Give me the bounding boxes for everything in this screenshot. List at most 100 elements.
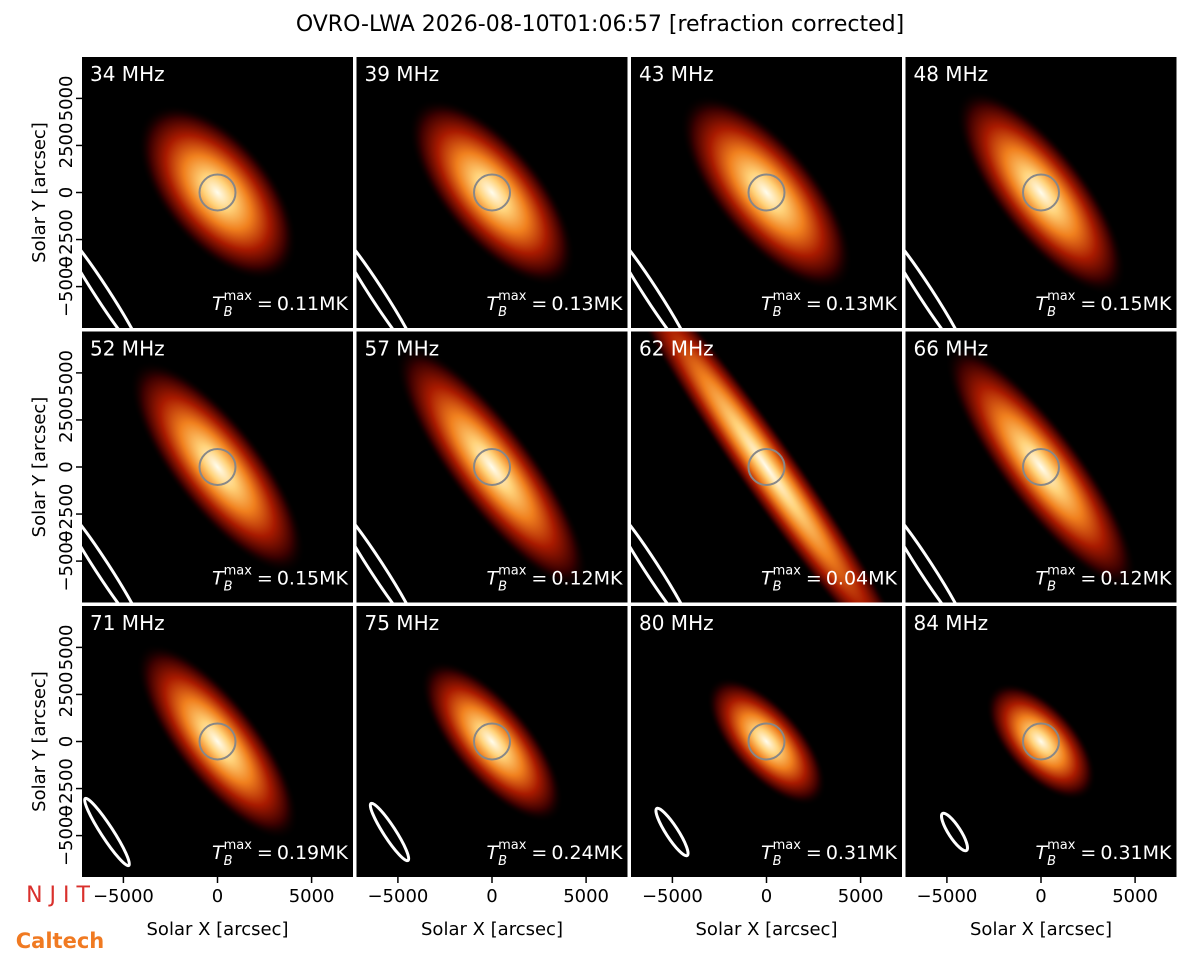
freq-label: 52 MHz xyxy=(90,337,165,361)
tb-value: 0.13MK xyxy=(551,293,623,315)
x-tick-label: −5000 xyxy=(93,886,154,907)
logo-njit: N J I T xyxy=(26,883,90,908)
tb-sub: B xyxy=(1047,305,1056,320)
tb-label: TBmax = 0.15MK xyxy=(1036,289,1172,320)
tb-symbol: T xyxy=(1036,842,1049,864)
beam xyxy=(905,502,969,603)
freq-label: 71 MHz xyxy=(90,611,165,635)
tb-symbol: T xyxy=(487,568,500,590)
panel xyxy=(356,57,628,328)
emission xyxy=(956,90,1126,295)
y-tick-label: 0 xyxy=(56,736,77,747)
tb-symbol: T xyxy=(761,842,774,864)
emission xyxy=(137,104,298,281)
tb-symbol: T xyxy=(487,293,500,315)
y-tick-label: −2500 xyxy=(56,209,77,270)
tb-eq: = xyxy=(806,293,822,315)
tb-sup: max xyxy=(773,289,802,304)
solar-disk xyxy=(198,722,237,761)
emission xyxy=(631,331,902,603)
tb-label: TBmax = 0.19MK xyxy=(212,838,348,869)
tb-value: 0.15MK xyxy=(277,568,349,590)
tb-eq: = xyxy=(531,842,547,864)
tb-sub: B xyxy=(224,854,233,869)
tb-value: 0.19MK xyxy=(277,842,349,864)
beam xyxy=(631,228,694,328)
freq-label: 39 MHz xyxy=(365,62,440,86)
tb-sub: B xyxy=(773,580,782,595)
tb-value: 0.24MK xyxy=(551,842,623,864)
x-axis-label: Solar X [arcsec] xyxy=(970,919,1112,940)
x-tick-label: −5000 xyxy=(642,886,703,907)
x-axis-label: Solar X [arcsec] xyxy=(696,919,838,940)
emission xyxy=(129,360,306,574)
x-tick-label: −5000 xyxy=(367,886,428,907)
tb-sub: B xyxy=(498,305,507,320)
solar-disk xyxy=(747,448,786,486)
panel xyxy=(82,331,353,603)
tb-label: TBmax = 0.13MK xyxy=(761,289,897,320)
emission xyxy=(706,677,827,806)
solar-disk xyxy=(473,173,511,212)
freq-label: 57 MHz xyxy=(365,337,440,361)
y-tick-label: −5000 xyxy=(56,805,77,866)
panel xyxy=(905,606,1177,877)
beam xyxy=(356,502,420,603)
y-tick-label: −5000 xyxy=(56,256,77,317)
tb-symbol: T xyxy=(1036,293,1049,315)
panel xyxy=(631,57,902,328)
freq-label: 43 MHz xyxy=(639,62,714,86)
tb-symbol: T xyxy=(761,293,774,315)
tb-sub: B xyxy=(224,580,233,595)
tb-label: TBmax = 0.13MK xyxy=(487,289,623,320)
x-tick-label: 0 xyxy=(212,886,223,907)
tb-eq: = xyxy=(257,842,273,864)
y-tick-label: −2500 xyxy=(56,758,77,819)
freq-label: 75 MHz xyxy=(365,611,440,635)
tb-value: 0.31MK xyxy=(826,842,898,864)
y-tick-label: 2500 xyxy=(56,397,77,443)
solar-disk xyxy=(198,448,237,486)
solar-disk xyxy=(1022,722,1060,761)
tb-label: TBmax = 0.11MK xyxy=(212,289,348,320)
tb-sub: B xyxy=(498,580,507,595)
beam xyxy=(905,228,969,328)
tb-value: 0.13MK xyxy=(826,293,898,315)
x-tick-label: 0 xyxy=(486,886,497,907)
beam xyxy=(82,502,145,603)
tb-sub: B xyxy=(224,305,233,320)
tb-eq: = xyxy=(257,568,273,590)
tb-eq: = xyxy=(257,293,273,315)
emission xyxy=(136,643,299,840)
y-tick-label: 5000 xyxy=(56,350,77,396)
x-tick-label: 5000 xyxy=(289,886,335,907)
panel xyxy=(905,57,1177,328)
tb-label: TBmax = 0.04MK xyxy=(761,564,897,595)
x-axis-label: Solar X [arcsec] xyxy=(147,919,289,940)
beam xyxy=(631,502,694,603)
tb-sub: B xyxy=(1047,580,1056,595)
tb-sup: max xyxy=(498,289,527,304)
tb-sup: max xyxy=(1047,838,1076,853)
tb-value: 0.12MK xyxy=(1100,568,1172,590)
tb-value: 0.11MK xyxy=(277,293,349,315)
emission xyxy=(945,344,1137,590)
freq-label: 66 MHz xyxy=(914,337,989,361)
x-tick-label: 5000 xyxy=(1112,886,1158,907)
tb-label: TBmax = 0.31MK xyxy=(761,838,897,869)
y-tick-label: 0 xyxy=(56,461,77,472)
y-tick-label: 0 xyxy=(56,187,77,198)
tb-eq: = xyxy=(1080,568,1096,590)
emission xyxy=(420,660,564,823)
y-tick-label: 2500 xyxy=(56,123,77,169)
panel xyxy=(82,606,353,877)
tb-value: 0.15MK xyxy=(1100,293,1172,315)
solar-disk xyxy=(1022,448,1060,486)
tb-symbol: T xyxy=(487,842,500,864)
y-axis-label: Solar Y [arcsec] xyxy=(29,671,50,812)
tb-sub: B xyxy=(498,854,507,869)
tb-sup: max xyxy=(498,564,527,579)
tb-sup: max xyxy=(224,564,253,579)
